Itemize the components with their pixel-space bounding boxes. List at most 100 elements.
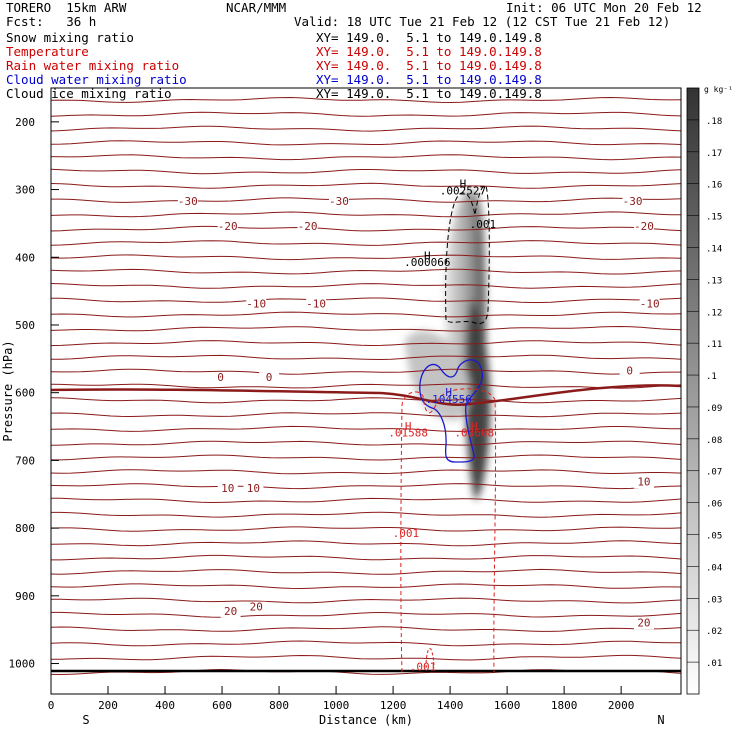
isotherm [51, 240, 681, 246]
isotherm [51, 483, 681, 490]
extremum-label: .01588 [388, 427, 428, 440]
contour-labels: -30 -30 -30 -20 -20 -20 -10 -10 -10 0 0 0 10 10 10 20 20… [177, 178, 660, 673]
field-xy-cloud-ice: XY= 149.0. 5.1 to 149.0.149.8 [316, 86, 542, 101]
isotherm [51, 469, 681, 475]
isotherm [51, 140, 681, 146]
isotherm [51, 454, 681, 461]
extremum-label: H [471, 420, 478, 433]
colorbar-tick-label: .14 [706, 244, 722, 254]
isotherm [51, 225, 681, 232]
colorbar-tick-label: .12 [706, 308, 722, 318]
y-tick-label: 500 [15, 319, 35, 332]
colorbar-tick-label: .09 [706, 404, 722, 414]
x-tick-label: 0 [48, 699, 55, 712]
isotherm-label-bg [639, 298, 660, 311]
isotherm-label: 0 [626, 364, 633, 377]
isotherm-label: -10 [640, 297, 660, 310]
isotherm [51, 182, 681, 189]
colorbar-unit: g kg⁻¹ [704, 85, 733, 94]
isotherm-label: 0 [266, 371, 273, 384]
isotherm-label-bg [619, 365, 640, 378]
colorbar-tick-label: .03 [706, 595, 722, 605]
extremum-label: H [460, 178, 467, 191]
isotherm [51, 96, 681, 104]
y-axis-title: Pressure (hPa) [1, 340, 15, 441]
colorbar-tick-label: .02 [706, 627, 722, 637]
colorbar-tick-label: .15 [706, 213, 722, 223]
isotherm [51, 311, 681, 318]
field-name-snow: Snow mixing ratio [6, 30, 134, 45]
isotherm [51, 511, 681, 518]
colorbar-tick-label: .06 [706, 500, 722, 510]
isotherm [51, 654, 681, 661]
isotherm-label: -30 [329, 195, 349, 208]
plot-frame [50, 87, 682, 695]
colorbar-tick-label: .16 [706, 181, 722, 191]
colorbar-tick-label: .04 [706, 563, 722, 573]
field-xy-rain: XY= 149.0. 5.1 to 149.0.149.8 [316, 58, 542, 73]
colorbar-tick-label: .18 [706, 117, 722, 127]
isotherm [51, 111, 681, 117]
isotherm [51, 440, 681, 446]
isotherm [51, 211, 681, 218]
isotherm-label: -30 [623, 195, 643, 208]
x-tick-label: 1800 [551, 699, 578, 712]
ice-contour [445, 185, 490, 324]
extremum-label: .002527 [440, 184, 486, 197]
extremum-label: .001 [393, 527, 420, 540]
x-tick-label: 1600 [494, 699, 521, 712]
field-xy-snow: XY= 149.0. 5.1 to 149.0.149.8 [316, 30, 542, 45]
extremum-label: H [424, 249, 431, 262]
extremum-label: H [405, 420, 412, 433]
plot-area: -30 -30 -30 -20 -20 -20 -10 -10 -10 0 0 0 10 10 10 20 20… [51, 96, 681, 676]
isotherm [51, 254, 681, 261]
isotherm [51, 125, 681, 132]
isotherm-label-bg [210, 372, 231, 385]
isotherm [51, 325, 681, 332]
extremum-label: .000066 [404, 256, 450, 269]
isotherm-label: -30 [178, 195, 198, 208]
isotherm [51, 368, 681, 375]
y-axis: 200 300 400 500 600 700 800 900 1000 [9, 116, 59, 671]
isotherm-label-bg [243, 483, 264, 496]
isotherm [51, 268, 681, 275]
isotherm [51, 412, 681, 418]
y-tick-label: 800 [15, 522, 35, 535]
isotherm-label-bg [633, 221, 654, 234]
isotherm [51, 554, 681, 561]
freezing-level [51, 384, 681, 406]
isotherm [51, 354, 681, 361]
isotherm-label-bg [246, 298, 267, 311]
cloud-shading [405, 189, 491, 500]
colorbar-tick-label: .11 [706, 340, 722, 350]
forecast-label: Fcst: 36 h [6, 14, 97, 29]
isotherm-label: 20 [637, 616, 650, 629]
isotherm [51, 397, 681, 404]
x-tick-label: 600 [212, 699, 232, 712]
x-tick-label: 2000 [608, 699, 635, 712]
isotherm-label: 10 [221, 482, 234, 495]
isotherm-label: 20 [250, 601, 263, 614]
colorbar-tick-label: .13 [706, 276, 722, 286]
y-tick-label: 300 [15, 184, 35, 197]
isotherm [51, 583, 681, 590]
y-tick-label: 200 [15, 116, 35, 129]
y-tick-label: 1000 [9, 658, 36, 671]
x-tick-label: 1400 [437, 699, 464, 712]
colorbar-tick-label: .1 [706, 372, 717, 382]
x-axis-title: Distance (km) [319, 713, 413, 727]
field-name-cloud-water: Cloud water mixing ratio [6, 72, 187, 87]
colorbar-tick-label: .01 [706, 659, 722, 669]
colorbar: .01 .02 .03 .04 .05 .06 .07 .08 .09 .1 .11 .12 .13 .1… [686, 85, 733, 695]
isotherm [51, 568, 681, 575]
isotherm-label-bg [633, 476, 654, 489]
isotherm-label: -20 [634, 220, 654, 233]
isotherm-label: -20 [298, 220, 318, 233]
isotherm-label-bg [217, 221, 238, 234]
isotherm [51, 283, 681, 289]
isotherm [51, 168, 681, 175]
isotherm-label-bg [297, 221, 318, 234]
x-tick-label: 200 [98, 699, 118, 712]
field-name-cloud-ice: Cloud ice mixing ratio [6, 86, 172, 101]
